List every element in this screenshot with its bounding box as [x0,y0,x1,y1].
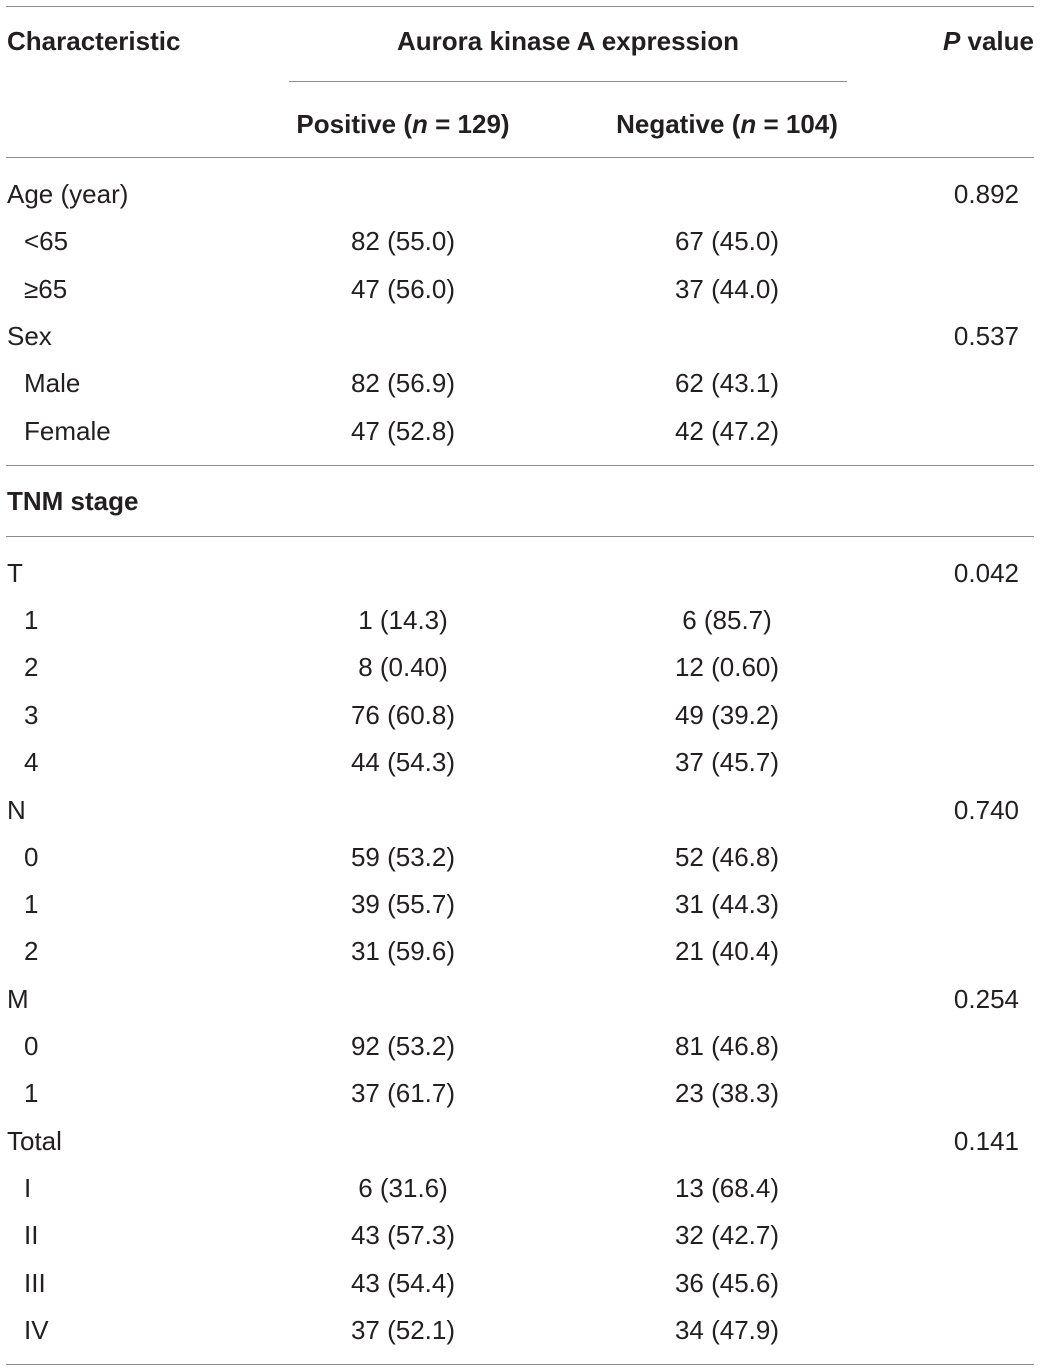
row-label: 3 [24,700,39,730]
row-positive: 76 (60.8) [350,700,456,730]
header-negative: Negative (n = 104) [616,109,838,139]
row-negative: 34 (47.9) [674,1315,780,1345]
table-bottom-rule [6,1364,1034,1365]
row-negative: 67 (45.0) [674,226,780,256]
row-positive: 43 (57.3) [350,1220,456,1250]
row-positive: 37 (61.7) [350,1078,456,1108]
top-rule [6,6,1034,7]
row-label: 0 [24,1031,39,1061]
row-label: II [24,1220,39,1250]
row-negative: 37 (44.0) [674,274,780,304]
group-underline [289,81,847,82]
header-negative-pre: Negative ( [616,109,741,139]
row-p-value: 0.141 [953,1126,1019,1156]
row-label: <65 [24,226,69,256]
row-positive: 6 (31.6) [358,1173,448,1203]
row-negative: 81 (46.8) [674,1031,780,1061]
row-label: Sex [7,321,52,351]
header-p-rest: value [960,26,1035,56]
row-label: 2 [24,652,39,682]
row-p-value: 0.537 [953,321,1019,351]
row-negative: 13 (68.4) [674,1173,780,1203]
header-negative-n: n [740,109,757,139]
row-label: Female [24,416,111,446]
row-negative: 12 (0.60) [674,652,780,682]
row-label: Total [7,1126,62,1156]
row-label: M [7,984,29,1014]
tnm-top-rule [6,465,1034,466]
header-expression-group: Aurora kinase A expression [397,26,739,56]
row-positive: 43 (54.4) [350,1268,456,1298]
row-positive: 1 (14.3) [358,605,448,635]
tnm-stage-heading: TNM stage [7,486,139,516]
row-label: 1 [24,605,39,635]
row-label: IV [24,1315,49,1345]
row-label: T [7,558,23,588]
row-negative: 37 (45.7) [674,747,780,777]
row-positive: 44 (54.3) [350,747,456,777]
header-positive-n: n [412,109,428,139]
header-negative-post: = 104) [756,109,838,139]
row-positive: 47 (56.0) [350,274,456,304]
row-positive: 82 (56.9) [350,368,456,398]
row-positive: 8 (0.40) [358,652,448,682]
row-positive: 37 (52.1) [350,1315,456,1345]
row-label: 1 [24,889,39,919]
header-characteristic: Characteristic [7,26,181,56]
row-positive: 47 (52.8) [350,416,456,446]
row-negative: 6 (85.7) [682,605,772,635]
row-positive: 59 (53.2) [350,842,456,872]
row-label: 0 [24,842,39,872]
row-p-value: 0.042 [953,558,1019,588]
row-positive: 92 (53.2) [350,1031,456,1061]
row-label: III [24,1268,46,1298]
row-p-value: 0.740 [953,795,1019,825]
row-p-value: 0.254 [953,984,1019,1014]
row-negative: 42 (47.2) [674,416,780,446]
row-negative: 31 (44.3) [674,889,780,919]
row-positive: 82 (55.0) [350,226,456,256]
header-p-italic: P [942,26,961,56]
row-label: N [7,795,26,825]
row-label: ≥65 [24,274,68,304]
row-label: 4 [24,747,39,777]
row-negative: 21 (40.4) [674,936,780,966]
row-negative: 62 (43.1) [674,368,780,398]
row-negative: 36 (45.6) [674,1268,780,1298]
row-positive: 31 (59.6) [350,936,456,966]
row-negative: 32 (42.7) [674,1220,780,1250]
row-positive: 39 (55.7) [350,889,456,919]
header-positive-pre: Positive ( [296,109,413,139]
row-label: Male [24,368,81,398]
row-p-value: 0.892 [953,179,1019,209]
row-negative: 49 (39.2) [674,700,780,730]
header-bottom-rule [6,157,1034,158]
tnm-bottom-rule [6,536,1034,537]
row-negative: 52 (46.8) [674,842,780,872]
header-positive: Positive (n = 129) [296,109,509,139]
row-label: I [24,1173,32,1203]
header-p-value: P value [943,26,1034,56]
row-label: 1 [24,1078,39,1108]
row-label: Age (year) [7,179,129,209]
header-positive-post: = 129) [427,109,510,139]
row-label: 2 [24,936,39,966]
row-negative: 23 (38.3) [674,1078,780,1108]
